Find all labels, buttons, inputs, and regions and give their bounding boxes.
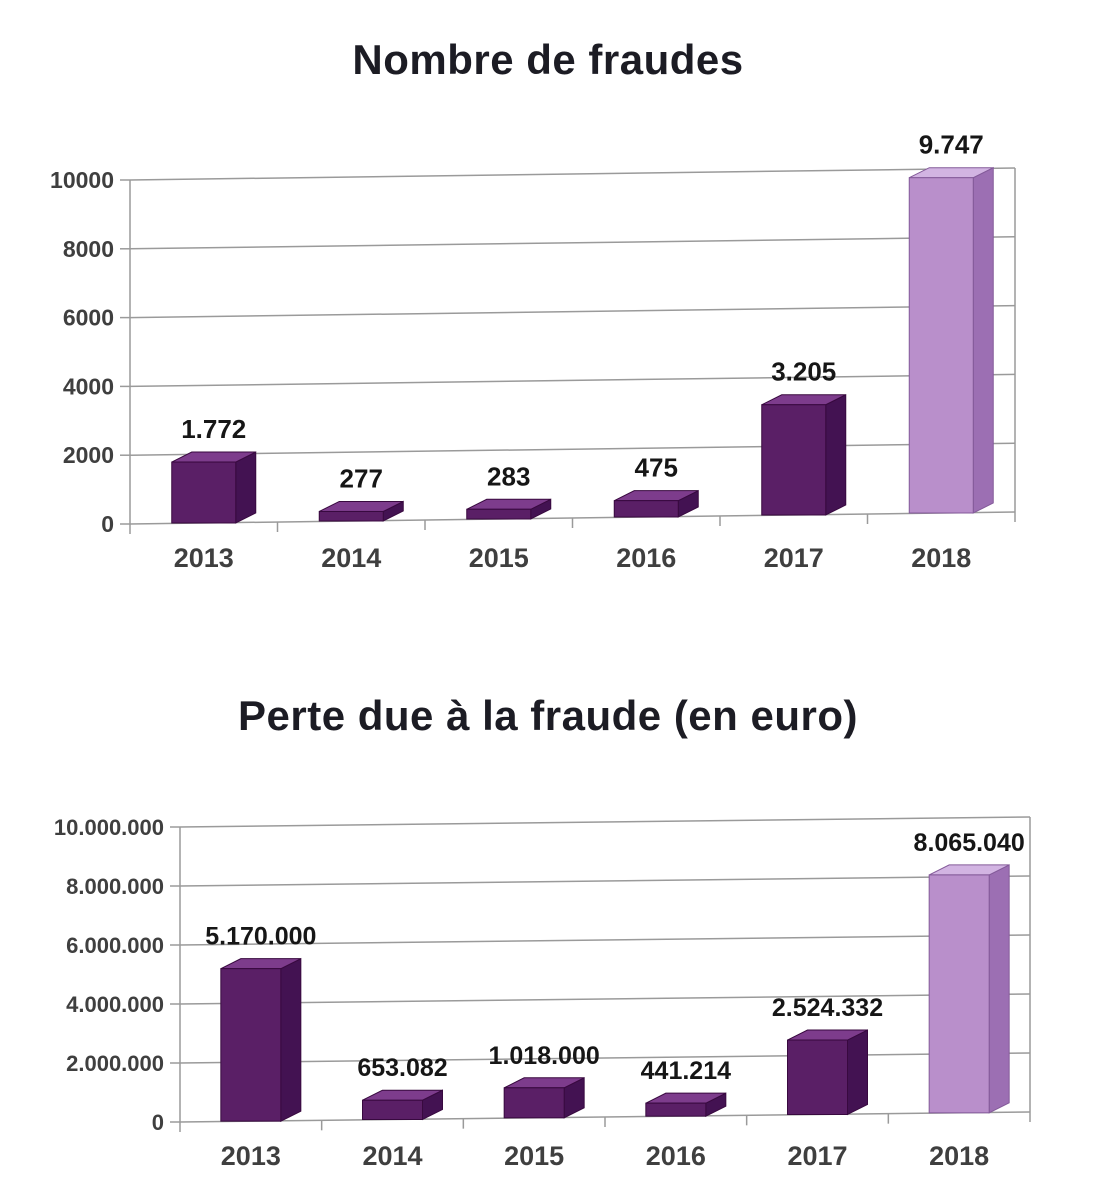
y-tick-label: 2000 [63, 442, 114, 468]
value-label-2013: 5.170.000 [205, 923, 316, 951]
gridline [179, 934, 1031, 946]
gridline [179, 1052, 1031, 1064]
x-axis-label-2013: 2013 [174, 543, 234, 573]
y-tick-label: 2.000.000 [66, 1051, 164, 1076]
value-label-2015: 283 [487, 461, 530, 491]
value-label-2013: 1.772 [181, 414, 246, 444]
value-label-2018: 8.065.040 [914, 829, 1025, 857]
value-label-2017: 2.524.332 [772, 994, 883, 1022]
y-tick-label: 0 [152, 1110, 164, 1135]
bar-2016 [645, 1102, 707, 1117]
bar-side-2013 [280, 957, 302, 1122]
y-tick-label: 0 [101, 511, 114, 537]
bar-side-2018 [988, 864, 1010, 1114]
value-label-2014: 277 [340, 463, 383, 493]
bar-2015 [466, 508, 532, 520]
y-tick-label: 8000 [63, 236, 114, 262]
bar-2017 [761, 404, 827, 516]
bar-2014 [362, 1099, 423, 1120]
y-tick-label: 6000 [63, 305, 114, 331]
bar-2017 [787, 1039, 848, 1115]
chart-2-title: Perte due à la fraude (en euro) [238, 692, 858, 739]
y-tick-label: 4.000.000 [66, 992, 164, 1017]
gridline [179, 816, 1031, 828]
chart-2-plot: 0 2.000.000 4.000.000 6.000.000 8.000.000 10.… [54, 815, 1031, 1171]
bar-side-2013 [235, 451, 257, 524]
gridline [129, 442, 1016, 456]
y-tick-label: 10000 [50, 167, 114, 193]
gridline [129, 167, 1016, 181]
bar-2018 [908, 177, 974, 514]
gridline [179, 993, 1031, 1005]
x-axis-label-2017: 2017 [764, 543, 824, 573]
gridline [129, 304, 1016, 319]
x-axis-label-2018: 2018 [911, 543, 971, 573]
bar-2015 [503, 1087, 565, 1119]
bar-side-2017 [825, 393, 847, 516]
x-axis-label-2016: 2016 [646, 1141, 706, 1171]
value-label-2015: 1.018.000 [489, 1042, 600, 1070]
x-axis-label-2017: 2017 [787, 1141, 847, 1171]
bar-2018 [928, 874, 990, 1114]
x-axis-label-2015: 2015 [504, 1141, 564, 1171]
gridline [129, 236, 1016, 250]
value-label-2016: 441.214 [641, 1057, 731, 1085]
x-axis-label-2015: 2015 [469, 543, 529, 573]
chart-1-plot: 0 2000 4000 6000 8000 10000 1.772 2013 277 2014 28… [50, 130, 1016, 573]
bar-2014 [318, 510, 384, 522]
gridline [179, 875, 1031, 887]
x-axis-label-2016: 2016 [616, 543, 676, 573]
value-label-2016: 475 [635, 453, 678, 483]
x-axis-label-2013: 2013 [221, 1141, 281, 1171]
y-tick-label: 8.000.000 [66, 874, 164, 899]
chart-1-title: Nombre de fraudes [352, 36, 744, 83]
x-axis-label-2018: 2018 [929, 1141, 989, 1171]
bar-2013 [171, 461, 237, 524]
x-axis-label-2014: 2014 [362, 1141, 422, 1171]
bar-side-2017 [847, 1029, 868, 1116]
value-label-2018: 9.747 [919, 130, 984, 160]
bar-2013 [220, 968, 282, 1122]
value-label-2017: 3.205 [771, 357, 836, 387]
gridline [129, 373, 1016, 388]
value-label-2014: 653.082 [357, 1054, 447, 1082]
bar-2016 [613, 500, 679, 518]
y-tick-label: 4000 [63, 373, 114, 399]
x-axis-label-2014: 2014 [321, 543, 381, 573]
y-tick-label: 6.000.000 [66, 933, 164, 958]
bar-side-2018 [972, 166, 994, 514]
y-tick-label: 10.000.000 [54, 815, 164, 840]
